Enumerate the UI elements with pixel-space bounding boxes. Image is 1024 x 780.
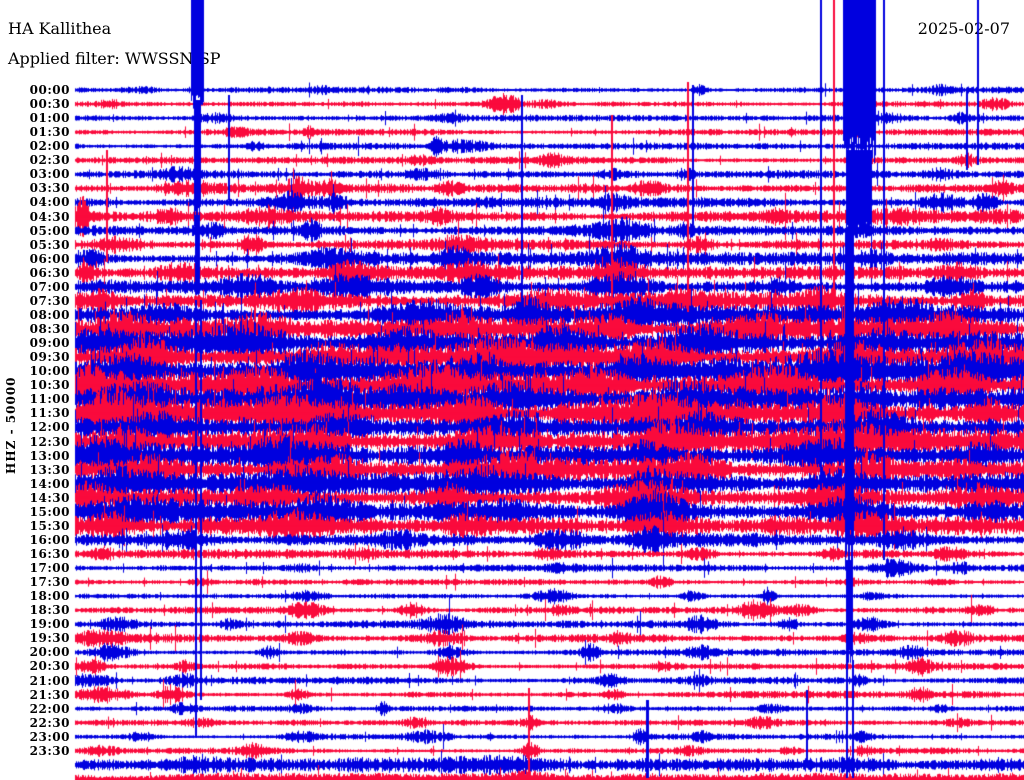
time-label-1230: 12:30 bbox=[29, 434, 70, 449]
time-label-1200: 12:00 bbox=[29, 420, 70, 435]
time-label-1300: 13:00 bbox=[29, 448, 70, 463]
time-label-0130: 01:30 bbox=[29, 125, 70, 140]
time-label-2330: 23:30 bbox=[29, 743, 70, 758]
time-label-0430: 04:30 bbox=[29, 209, 70, 224]
time-label-0000: 00:00 bbox=[29, 83, 70, 97]
time-label-1630: 16:30 bbox=[29, 546, 70, 561]
time-label-2130: 21:30 bbox=[29, 687, 70, 702]
time-label-1430: 14:30 bbox=[29, 490, 70, 505]
time-label-1400: 14:00 bbox=[29, 476, 70, 491]
time-label-1600: 16:00 bbox=[29, 532, 70, 547]
time-label-0100: 01:00 bbox=[29, 111, 70, 126]
time-label-1530: 15:30 bbox=[29, 518, 70, 533]
time-label-1100: 11:00 bbox=[29, 392, 70, 407]
time-label-0730: 07:30 bbox=[29, 293, 70, 308]
time-label-1800: 18:00 bbox=[29, 589, 70, 604]
time-label-1730: 17:30 bbox=[29, 575, 70, 590]
time-label-1330: 13:30 bbox=[29, 462, 70, 477]
time-label-0330: 03:30 bbox=[29, 181, 70, 196]
time-label-0630: 06:30 bbox=[29, 265, 70, 280]
time-label-0900: 09:00 bbox=[29, 336, 70, 351]
time-label-1700: 17:00 bbox=[29, 561, 70, 576]
time-label-0700: 07:00 bbox=[29, 279, 70, 294]
time-label-0930: 09:30 bbox=[29, 350, 70, 365]
time-label-0530: 05:30 bbox=[29, 237, 70, 252]
time-label-0830: 08:30 bbox=[29, 322, 70, 337]
time-label-2200: 22:00 bbox=[29, 701, 70, 716]
time-label-1030: 10:30 bbox=[29, 378, 70, 393]
time-label-1130: 11:30 bbox=[29, 406, 70, 421]
time-label-1930: 19:30 bbox=[29, 631, 70, 646]
time-label-0300: 03:00 bbox=[29, 167, 70, 182]
time-label-2000: 20:00 bbox=[29, 645, 70, 660]
time-label-2300: 23:00 bbox=[29, 729, 70, 744]
time-axis-labels: 00:00 00:30 01:00 01:30 02:00 02:30 03:00 03:30… bbox=[0, 0, 72, 780]
time-label-0030: 00:30 bbox=[29, 97, 70, 112]
time-label-1000: 10:00 bbox=[29, 364, 70, 379]
time-label-2100: 21:00 bbox=[29, 673, 70, 688]
time-label-0400: 04:00 bbox=[29, 195, 70, 210]
time-label-0500: 05:00 bbox=[29, 223, 70, 238]
time-label-2230: 22:30 bbox=[29, 715, 70, 730]
time-label-0600: 06:00 bbox=[29, 251, 70, 266]
time-label-2030: 20:30 bbox=[29, 659, 70, 674]
time-label-1500: 15:00 bbox=[29, 504, 70, 519]
time-label-0200: 02:00 bbox=[29, 139, 70, 154]
time-label-0800: 08:00 bbox=[29, 307, 70, 322]
time-label-0230: 02:30 bbox=[29, 153, 70, 168]
time-label-1830: 18:30 bbox=[29, 603, 70, 618]
time-label-1900: 19:00 bbox=[29, 617, 70, 632]
date-label: 2025-02-07 bbox=[917, 19, 1010, 38]
